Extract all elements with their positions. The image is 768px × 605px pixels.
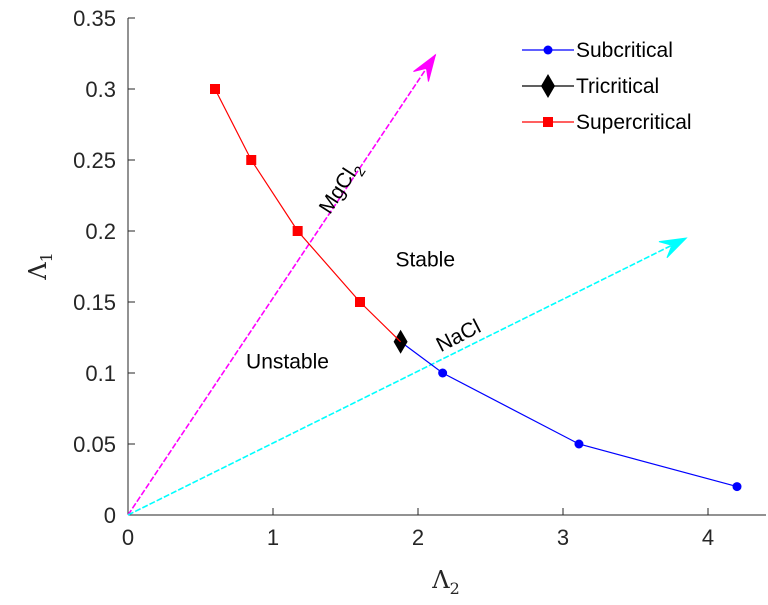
- MgCl2-arrow: [127, 53, 437, 516]
- data-point: [438, 368, 448, 378]
- y-tick-label: 0.3: [85, 77, 116, 102]
- label-unstable: Unstable: [246, 351, 329, 374]
- MgCl2-arrow-head: [413, 53, 437, 82]
- legend-label: Tricritical: [576, 75, 659, 98]
- legend-marker: [543, 117, 553, 127]
- axes: 0 1 2 3 4 0 0.05 0.1 0.15 0.2 0.25 0.3 0.35: [73, 6, 766, 550]
- x-tick-label: 1: [267, 525, 279, 550]
- legend-label: Subcritical: [576, 39, 673, 62]
- legend-item-supercritical: Supercritical: [522, 111, 692, 134]
- y-tick-label: 0.35: [73, 6, 116, 31]
- y-tick-label: 0.25: [73, 148, 116, 173]
- direction-arrows: [127, 53, 688, 516]
- series-line: [400, 341, 738, 488]
- NaCl-arrow-head: [658, 237, 688, 259]
- x-axis-label-sub: 2: [450, 579, 460, 598]
- series-subcritical: [400, 341, 742, 492]
- y-tick-label: 0.05: [73, 432, 116, 457]
- label-unstable-text: Unstable: [246, 351, 329, 374]
- x-axis-label-main: Λ: [431, 566, 450, 594]
- MgCl2-arrow-shaft: [127, 54, 437, 516]
- label-stable-text: Stable: [395, 249, 455, 272]
- y-axis-label: Λ1: [24, 252, 56, 281]
- x-tick-label: 2: [412, 525, 424, 550]
- y-tick-label: 0.2: [85, 219, 116, 244]
- NaCl-arrow: [127, 237, 688, 516]
- data-point: [292, 226, 303, 236]
- data-point: [732, 482, 742, 492]
- data-point: [574, 439, 584, 449]
- legend-item-subcritical: Subcritical: [522, 39, 673, 62]
- data-point: [210, 84, 220, 94]
- x-tick-label: 0: [122, 525, 134, 550]
- data-point: [246, 155, 257, 165]
- x-axis-label: Λ2: [431, 566, 460, 598]
- legend: Subcritical Tricritical Supercritical: [510, 30, 750, 150]
- y-axis-label-main: Λ: [24, 262, 52, 281]
- legend-label: Supercritical: [576, 111, 692, 134]
- axis-labels: Λ2 Λ1: [24, 252, 460, 598]
- label-stable: Stable: [395, 249, 455, 272]
- legend-marker: [541, 74, 555, 98]
- y-axis-label-sub: 1: [37, 252, 56, 262]
- y-tick-label: 0: [104, 503, 116, 528]
- data-series: [210, 84, 742, 492]
- y-tick-label: 0.1: [85, 361, 116, 386]
- y-tick-label: 0.15: [73, 290, 116, 315]
- series-supercritical: [210, 84, 402, 343]
- legend-marker: [543, 45, 553, 55]
- x-tick-label: 4: [702, 525, 714, 550]
- legend-item-tricritical: Tricritical: [522, 74, 659, 98]
- x-tick-label: 3: [557, 525, 569, 550]
- data-point: [355, 297, 365, 307]
